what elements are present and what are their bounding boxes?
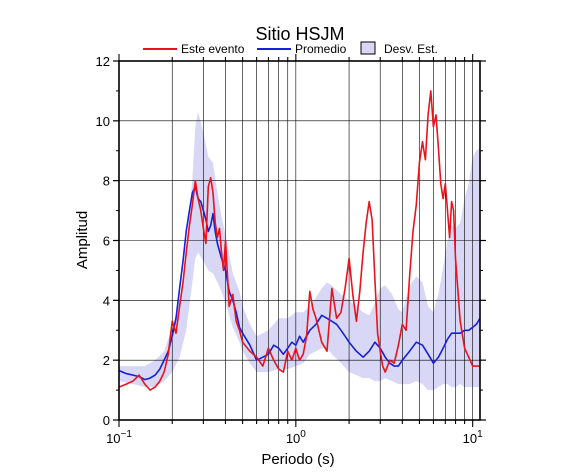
y-axis-label: Amplitud [74, 211, 91, 269]
x-tick-label: 101 [463, 429, 483, 446]
legend: Este evento Promedio Desv. Est. [143, 41, 438, 56]
y-tick-label: 4 [103, 293, 110, 308]
legend-label: Este evento [181, 42, 245, 56]
y-tick-label: 0 [103, 413, 110, 428]
chart-title: Sitio HSJM [255, 24, 344, 44]
y-tick-label: 12 [96, 54, 110, 69]
axis-ticks: 0 2 4 6 8 10 12 10−1 100 101 [96, 54, 486, 446]
y-tick-label: 10 [96, 114, 110, 129]
legend-label: Desv. Est. [384, 42, 438, 56]
series-line-promedio [118, 185, 481, 381]
x-tick-label: 10−1 [106, 429, 132, 446]
legend-label: Promedio [295, 42, 347, 56]
x-tick-label: 100 [286, 429, 306, 446]
legend-swatch [360, 41, 376, 55]
series-layer [118, 90, 481, 391]
y-tick-label: 8 [103, 174, 110, 189]
x-axis-label: Periodo (s) [261, 451, 334, 468]
series-line-este-evento [118, 90, 480, 391]
y-tick-label: 6 [103, 234, 110, 249]
y-tick-label: 2 [103, 353, 110, 368]
